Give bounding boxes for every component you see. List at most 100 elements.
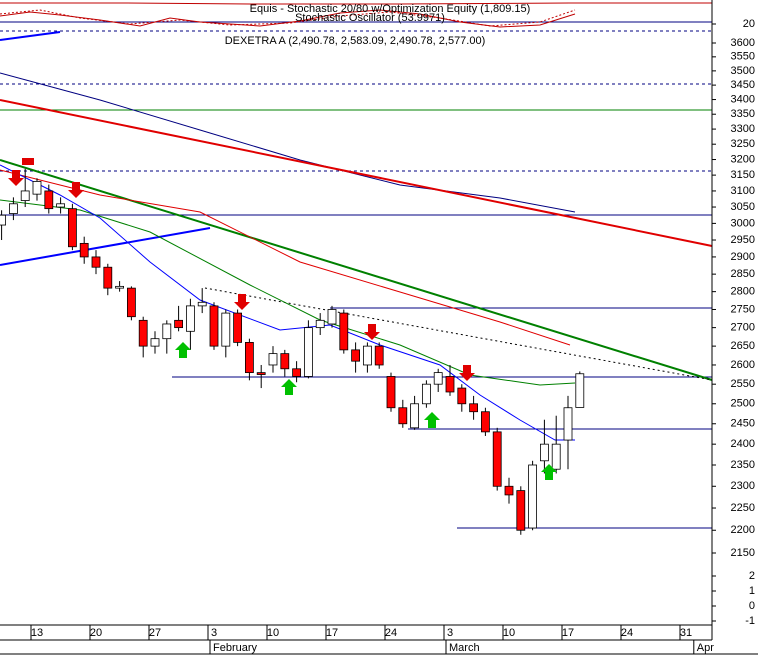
- candle-body: [433, 372, 443, 385]
- x-tick-label: 3: [447, 627, 453, 639]
- candle-body: [528, 464, 537, 529]
- candle-body: [292, 368, 302, 377]
- candle-body: [457, 387, 467, 405]
- buy-arrow: [424, 412, 440, 428]
- candle-body: [44, 190, 54, 210]
- candle-body: [386, 376, 396, 409]
- y-tick-label: 3500: [731, 65, 755, 77]
- sell-arrow: [459, 365, 475, 381]
- x-tick-label: 27: [149, 627, 161, 639]
- x-tick-label: 3: [211, 627, 217, 639]
- sell-arrow: [364, 324, 380, 340]
- candle-body: [492, 431, 502, 487]
- candle-body: [280, 353, 290, 370]
- candle-body: [303, 327, 313, 377]
- y-tick-label: 3600: [731, 37, 755, 49]
- y-tick-label: 3000: [731, 217, 755, 229]
- y-tick-label: 2600: [731, 359, 755, 371]
- x-tick-label: 24: [621, 627, 633, 639]
- y-tick-label: 2700: [731, 322, 755, 334]
- candle-body: [197, 301, 207, 307]
- moving-average: [0, 169, 571, 346]
- candle-body: [469, 403, 479, 413]
- trendline: [204, 287, 713, 381]
- oscillator-label: Stochastic Oscillator (53.9971): [295, 12, 445, 24]
- y-tick-label: 2800: [731, 286, 755, 298]
- y-tick-label: 3350: [731, 108, 755, 120]
- x-tick-label: 31: [680, 627, 692, 639]
- candle-body: [185, 305, 195, 332]
- month-label: Apr: [697, 642, 714, 654]
- x-tick-label: 13: [31, 627, 43, 639]
- y-tick-label: 2350: [731, 459, 755, 471]
- x-tick-label: 24: [385, 627, 397, 639]
- y-tick-label: 20: [743, 18, 755, 30]
- y-tick-label: 2450: [731, 418, 755, 430]
- y-tick-label: 3050: [731, 201, 755, 213]
- candle-body: [150, 338, 160, 347]
- candle-body: [0, 214, 6, 226]
- y-tick-label: 3300: [731, 123, 755, 135]
- candle-body: [79, 242, 89, 258]
- candle-body: [563, 407, 573, 441]
- y-tick-label: 2950: [731, 234, 755, 246]
- candle-body: [103, 266, 113, 289]
- candle-body: [575, 373, 585, 408]
- candle-body: [421, 383, 431, 405]
- candle-body: [398, 407, 408, 425]
- candle-body: [20, 190, 30, 201]
- x-tick-label: 17: [326, 627, 338, 639]
- trendline: [0, 227, 211, 266]
- signal-box: [22, 158, 34, 165]
- candle-body: [221, 312, 231, 347]
- candle-body: [327, 309, 337, 325]
- buy-arrow: [281, 379, 297, 395]
- y-tick-label: 3550: [731, 51, 755, 63]
- y-tick-label: 3450: [731, 79, 755, 91]
- equity-line: [0, 2, 712, 5]
- candle-body: [56, 203, 65, 208]
- y-tick-label: 2300: [731, 480, 755, 492]
- signals: [8, 158, 557, 480]
- candle-body: [410, 403, 420, 429]
- y-tick-label: 2850: [731, 268, 755, 280]
- price-label: DEXETRA A (2,490.78, 2,583.09, 2,490.78,…: [225, 35, 486, 47]
- candle-body: [540, 443, 549, 462]
- candle-body: [91, 256, 101, 268]
- y-tick-label: 2200: [731, 524, 755, 536]
- levels: [0, 30, 712, 529]
- candle-body: [115, 285, 124, 289]
- oscillator-panel: [0, 2, 712, 28]
- moving-average: [0, 72, 576, 213]
- oscillator-signal: [0, 9, 576, 27]
- candles: [0, 168, 585, 535]
- y-tick-label: 3250: [731, 138, 755, 150]
- x-tick-label: 17: [562, 627, 574, 639]
- candle-body: [244, 341, 254, 374]
- x-tick-label: 20: [90, 627, 102, 639]
- y-tick-label: 2550: [731, 378, 755, 390]
- candle-body: [480, 411, 490, 433]
- candle-body: [174, 319, 184, 329]
- sell-arrow: [68, 182, 84, 198]
- candle-body: [162, 323, 172, 340]
- candle-body: [8, 203, 18, 214]
- candle-body: [68, 208, 77, 248]
- y-tick-label: 3200: [731, 153, 755, 165]
- buy-arrow: [541, 464, 557, 480]
- month-label: February: [213, 642, 258, 654]
- y-tick-label: 2400: [731, 438, 755, 450]
- candle-body: [362, 345, 372, 366]
- candle-body: [32, 181, 42, 195]
- y-tick-label: 2900: [731, 251, 755, 263]
- trendline: [0, 159, 713, 381]
- candle-body: [315, 319, 325, 329]
- candle-body: [374, 345, 384, 366]
- y-tick-label: 2750: [731, 303, 755, 315]
- candle-body: [233, 312, 243, 343]
- indicator-title: Equis - Stochastic 20/80 w/Optimization …: [250, 3, 531, 15]
- sell-arrow: [234, 294, 250, 310]
- moving-average: [0, 164, 575, 441]
